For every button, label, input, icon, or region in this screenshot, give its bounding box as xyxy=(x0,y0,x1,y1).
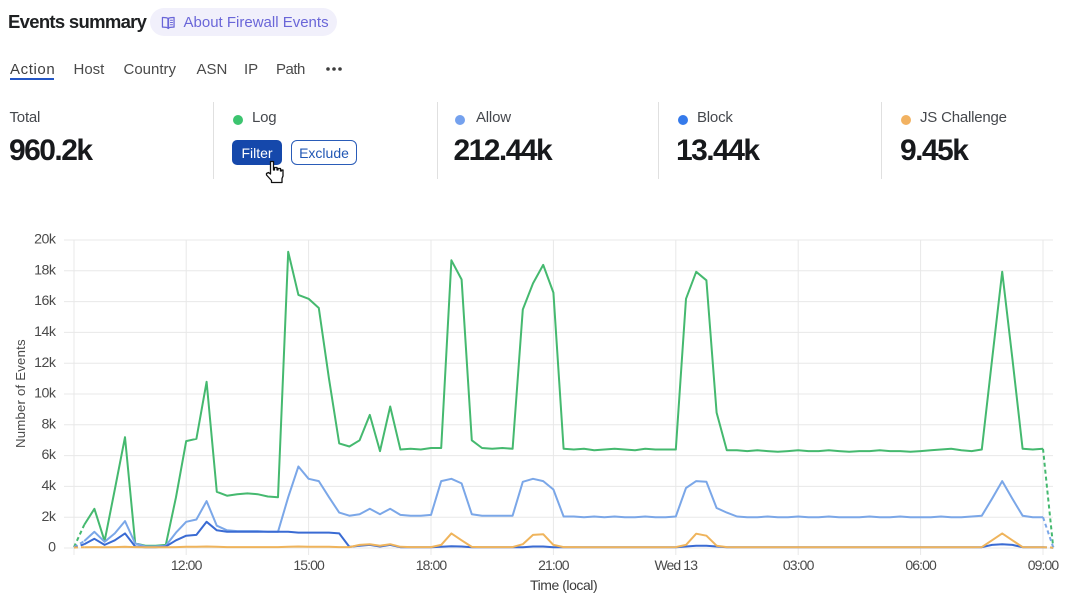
svg-text:0: 0 xyxy=(48,540,56,556)
svg-text:Number of Events: Number of Events xyxy=(13,339,28,448)
svg-text:Wed 13: Wed 13 xyxy=(654,557,698,573)
svg-text:14k: 14k xyxy=(34,324,57,340)
svg-text:16k: 16k xyxy=(34,293,57,309)
svg-text:18k: 18k xyxy=(34,262,57,278)
svg-text:10k: 10k xyxy=(34,386,57,402)
svg-text:18:00: 18:00 xyxy=(416,557,448,573)
svg-text:12k: 12k xyxy=(34,355,57,371)
svg-text:12:00: 12:00 xyxy=(171,557,203,573)
svg-text:4k: 4k xyxy=(42,478,57,494)
svg-text:21:00: 21:00 xyxy=(538,557,570,573)
svg-text:03:00: 03:00 xyxy=(783,557,815,573)
svg-text:06:00: 06:00 xyxy=(905,557,937,573)
svg-text:8k: 8k xyxy=(42,416,57,432)
svg-text:20k: 20k xyxy=(34,232,57,248)
svg-text:15:00: 15:00 xyxy=(293,557,325,573)
svg-text:09:00: 09:00 xyxy=(1028,557,1060,573)
svg-text:6k: 6k xyxy=(42,447,57,463)
svg-text:Time (local): Time (local) xyxy=(530,577,597,593)
svg-text:2k: 2k xyxy=(42,509,57,525)
